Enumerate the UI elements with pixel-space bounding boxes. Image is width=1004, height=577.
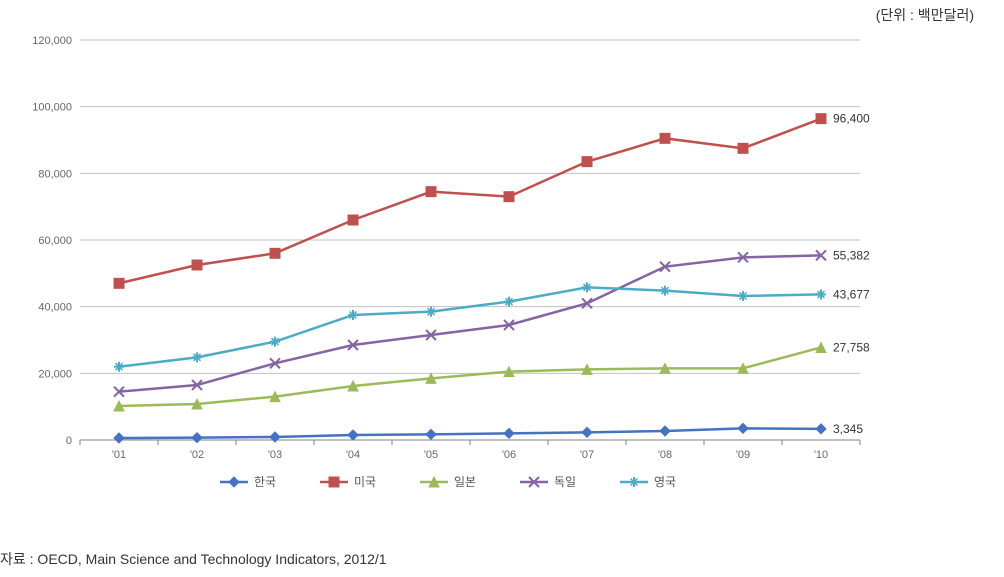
legend-label: 영국 bbox=[654, 475, 676, 489]
unit-label: (단위 : 백만달러) bbox=[876, 5, 974, 25]
x-tick-label: '07 bbox=[580, 449, 594, 461]
series-end-label: 27,758 bbox=[833, 340, 870, 354]
y-tick-label: 120,000 bbox=[32, 35, 72, 47]
y-tick-label: 0 bbox=[66, 435, 72, 447]
series-end-label: 43,677 bbox=[833, 287, 870, 301]
legend-label: 미국 bbox=[354, 475, 376, 489]
legend-label: 한국 bbox=[254, 475, 276, 489]
x-tick-label: '02 bbox=[190, 449, 204, 461]
x-tick-label: '04 bbox=[346, 449, 360, 461]
y-tick-label: 80,000 bbox=[38, 168, 72, 180]
legend-label: 일본 bbox=[454, 475, 476, 489]
y-tick-label: 100,000 bbox=[32, 102, 72, 114]
y-tick-label: 60,000 bbox=[38, 235, 72, 247]
y-tick-label: 20,000 bbox=[38, 368, 72, 380]
series-line bbox=[119, 255, 821, 391]
x-tick-label: '03 bbox=[268, 449, 282, 461]
x-tick-label: '09 bbox=[736, 449, 750, 461]
x-tick-label: '01 bbox=[112, 449, 126, 461]
series-end-label: 55,382 bbox=[833, 248, 870, 262]
x-tick-label: '06 bbox=[502, 449, 516, 461]
series-line bbox=[119, 428, 821, 438]
x-tick-label: '10 bbox=[814, 449, 828, 461]
series-line bbox=[119, 287, 821, 366]
x-tick-label: '05 bbox=[424, 449, 438, 461]
source-label: 자료 : OECD, Main Science and Technology I… bbox=[0, 549, 387, 569]
legend-label: 독일 bbox=[554, 475, 576, 489]
y-tick-label: 40,000 bbox=[38, 302, 72, 314]
series-end-label: 96,400 bbox=[833, 112, 870, 126]
chart-container: 0 20,000 40,000 60,000 80,000 100,000 120,000 '… bbox=[10, 30, 930, 510]
series-line bbox=[119, 119, 821, 284]
series-end-label: 3,345 bbox=[833, 422, 863, 436]
chart-svg: 0 20,000 40,000 60,000 80,000 100,000 120,000 '… bbox=[10, 30, 930, 510]
x-tick-label: '08 bbox=[658, 449, 672, 461]
